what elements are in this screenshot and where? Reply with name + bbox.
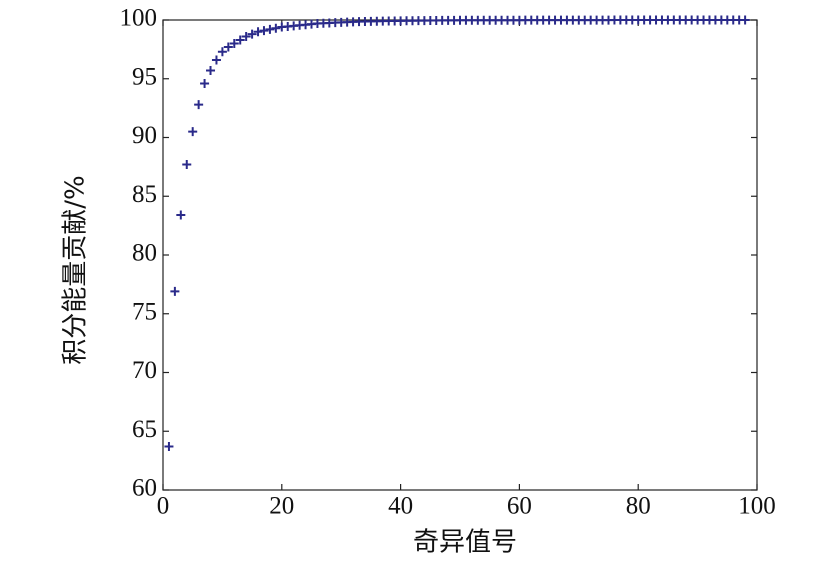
point — [170, 286, 180, 296]
point — [247, 29, 257, 39]
point — [217, 47, 227, 57]
point — [253, 27, 263, 37]
y-tick-label: 65 — [132, 416, 157, 443]
y-tick-label: 90 — [132, 122, 157, 149]
point — [211, 55, 221, 65]
point — [229, 39, 239, 48]
x-tick-label: 80 — [626, 493, 651, 520]
point — [164, 442, 174, 452]
point — [182, 160, 192, 170]
y-tick-label: 80 — [132, 240, 157, 267]
point — [223, 42, 233, 52]
y-axis-label: 积分能量贡献/% — [61, 175, 91, 364]
y-tick-label: 85 — [132, 181, 157, 208]
x-axis-label: 奇异值号 — [413, 528, 517, 558]
x-tick-label: 0 — [157, 493, 170, 520]
point — [206, 66, 216, 76]
point — [241, 31, 251, 41]
point — [200, 78, 210, 88]
point — [271, 23, 281, 33]
y-tick-label: 70 — [132, 357, 157, 384]
plot-frame — [162, 19, 758, 491]
y-tick-label: 95 — [132, 63, 157, 90]
y-tick-label: 60 — [132, 475, 157, 502]
x-tick-label: 100 — [738, 493, 776, 520]
point — [176, 210, 186, 220]
point — [235, 35, 245, 45]
x-tick-label: 40 — [388, 493, 413, 520]
point — [740, 15, 750, 25]
y-tick-label: 100 — [120, 5, 158, 32]
point — [259, 26, 269, 36]
point — [188, 127, 198, 137]
point — [265, 24, 275, 34]
x-tick-label: 60 — [507, 493, 532, 520]
y-tick-label: 75 — [132, 298, 157, 325]
x-tick-label: 20 — [269, 493, 294, 520]
point — [194, 100, 204, 110]
